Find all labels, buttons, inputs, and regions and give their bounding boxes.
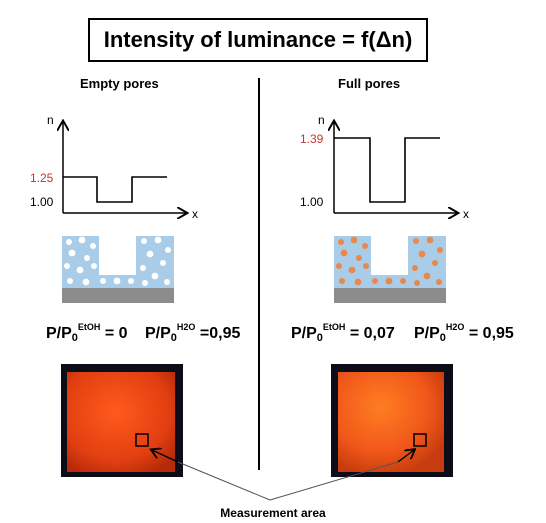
right-index-profile: [334, 137, 440, 203]
right-pressure-h2o: P/P0H2O = 0,95: [414, 322, 514, 344]
left-index-profile: [63, 176, 167, 203]
left-measurement-square: [135, 433, 149, 447]
right-y-axis-label: n: [318, 113, 325, 127]
left-pressure-h2o: P/P0H2O =0,95: [145, 322, 241, 344]
left-n-low-label: 1.00: [30, 195, 54, 209]
left-y-axis-label: n: [47, 113, 54, 127]
right-filled-pores: [336, 236, 443, 286]
right-film-schematic: [334, 236, 446, 303]
left-luminescence-image: [61, 364, 183, 477]
right-refractive-index-graph: n x 1.39 1.00: [300, 113, 469, 221]
right-porous-matrix: [334, 236, 446, 288]
left-film-schematic: [62, 236, 174, 303]
right-area-arrow: [397, 450, 414, 463]
right-x-axis-label: x: [463, 207, 469, 221]
right-n-high-label: 1.39: [300, 132, 324, 146]
left-area-arrow: [152, 450, 179, 463]
right-luminescence-image: [331, 364, 453, 477]
left-porous-matrix: [62, 236, 174, 288]
right-leader-line: [269, 461, 399, 501]
left-empty-pores: [64, 236, 171, 286]
left-refractive-index-graph: n x 1.25 1.00: [30, 113, 198, 221]
measurement-area-label: Measurement area: [220, 506, 326, 520]
left-n-high-label: 1.25: [30, 171, 54, 185]
right-substrate: [334, 288, 446, 303]
right-panel-title: Full pores: [338, 76, 401, 91]
right-measurement-square: [413, 433, 427, 447]
left-pressure-etoh: P/P0EtOH = 0: [46, 322, 128, 344]
left-glow-sample: [67, 372, 175, 472]
panel-divider: [258, 78, 260, 470]
right-n-low-label: 1.00: [300, 195, 324, 209]
left-panel-title: Empty pores: [80, 76, 159, 91]
right-glow-sample: [338, 372, 444, 472]
diagram-title: Intensity of luminance = f(Δn): [88, 18, 428, 62]
left-x-axis-label: x: [192, 207, 198, 221]
right-pressure-etoh: P/P0EtOH = 0,07: [291, 322, 395, 344]
left-leader-line: [177, 461, 271, 501]
left-substrate: [62, 288, 174, 303]
